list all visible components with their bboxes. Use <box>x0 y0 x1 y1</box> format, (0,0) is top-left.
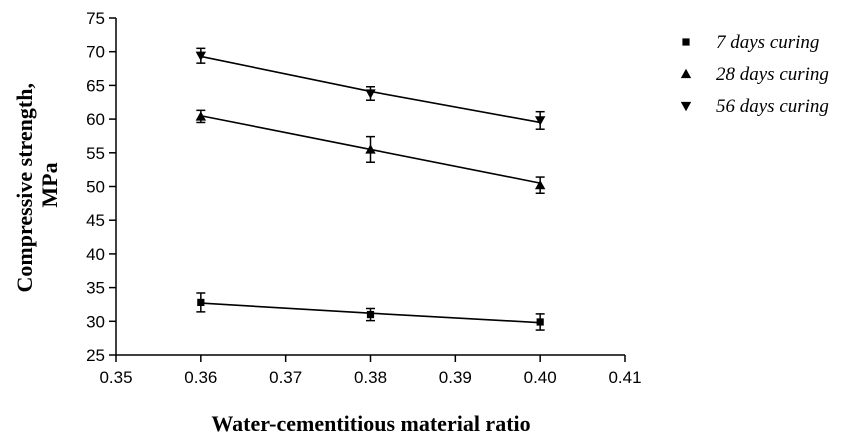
y-tick-label: 30 <box>86 312 105 331</box>
legend-label: 7 days curing <box>716 32 819 53</box>
series-3 <box>195 47 546 130</box>
x-tick-label: 0.39 <box>439 368 472 387</box>
data-point <box>197 298 205 307</box>
x-tick-label: 0.38 <box>354 368 387 387</box>
data-point <box>534 179 546 190</box>
x-tick-label: 0.37 <box>269 368 302 387</box>
y-tick-label: 60 <box>86 110 105 129</box>
data-point <box>195 111 207 121</box>
y-tick-label: 65 <box>86 76 105 95</box>
legend-marker <box>680 68 692 79</box>
y-tick-label: 45 <box>86 211 105 230</box>
y-tick-label: 75 <box>86 9 105 28</box>
y-tick-label: 25 <box>86 346 105 365</box>
data-point <box>366 310 375 319</box>
series-1 <box>196 292 545 331</box>
x-ticks: 0.35 0.36 0.37 0.38 0.39 0.40 0.41 <box>99 355 642 387</box>
legend: 7 days curing 28 days curing 56 days curin… <box>680 32 829 117</box>
data-point <box>365 144 376 154</box>
y-axis-title-line-1: Compressive strength, <box>12 83 37 292</box>
x-tick-label: 0.41 <box>608 368 641 387</box>
legend-label: 28 days curing <box>716 64 829 85</box>
plot-area <box>195 47 546 331</box>
x-axis-title: Water-cementitious material ratio <box>211 411 530 436</box>
legend-marker <box>682 38 690 46</box>
x-tick-label: 0.36 <box>184 368 217 387</box>
data-point <box>534 116 546 126</box>
data-point <box>365 89 376 99</box>
y-tick-label: 70 <box>86 43 105 62</box>
y-tick-label: 40 <box>86 245 105 264</box>
data-point <box>195 51 207 61</box>
legend-label: 56 days curing <box>716 96 829 117</box>
y-tick-label: 35 <box>86 279 105 298</box>
x-tick-label: 0.40 <box>524 368 557 387</box>
y-axis-title-line-2: MPa <box>37 162 62 207</box>
x-tick-label: 0.35 <box>99 368 132 387</box>
y-ticks: 25 30 35 40 45 50 55 60 65 70 75 <box>86 9 116 365</box>
y-tick-label: 50 <box>86 178 105 197</box>
data-point <box>536 318 544 326</box>
y-tick-label: 55 <box>86 144 105 163</box>
series-2 <box>195 109 546 194</box>
legend-marker <box>680 101 692 112</box>
y-axis-title: Compressive strength, MPa <box>12 78 62 293</box>
